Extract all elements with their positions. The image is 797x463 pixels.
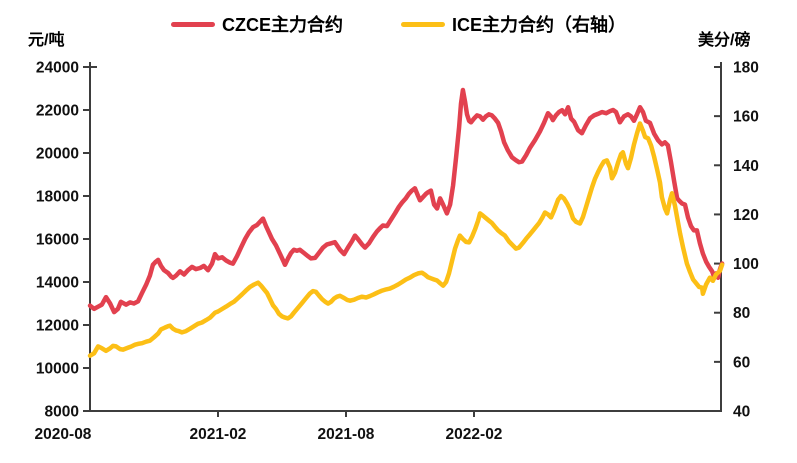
right-axis-tick-label: 100 (733, 256, 759, 273)
ice-series-line (87, 121, 725, 358)
x-axis-tick-label: 2021-02 (190, 426, 247, 443)
right-axis-tick-label: 40 (733, 404, 750, 421)
right-axis-tick-label: 60 (733, 354, 750, 371)
legend-swatch-czce-icon (170, 21, 215, 27)
legend-label-czce: CZCE主力合约 (221, 15, 343, 35)
right-axis-tick-label: 80 (733, 305, 750, 322)
legend: CZCE主力合约 ICE主力合约（右轴） (0, 11, 797, 37)
x-axis-tick-label: 2021-08 (318, 426, 375, 443)
right-axis-tick-label: 160 (733, 109, 759, 126)
right-axis-tick-label: 140 (733, 158, 759, 175)
legend-item-ice: ICE主力合约（右轴） (400, 11, 626, 37)
right-axis-unit-label: 美分/磅 (698, 32, 751, 49)
x-axis-tick-label: 2020-08 (35, 426, 92, 443)
legend-label-ice: ICE主力合约（右轴） (451, 15, 626, 35)
left-axis-tick-label: 8000 (45, 404, 79, 421)
left-axis-unit-label: 元/吨 (28, 32, 65, 49)
left-axis-tick-label: 22000 (36, 103, 79, 120)
left-axis-tick-label: 20000 (36, 146, 79, 163)
x-axis-tick-label: 2022-02 (446, 426, 503, 443)
right-axis-tick-label: 120 (733, 207, 759, 224)
left-axis-tick-label: 18000 (36, 189, 79, 206)
right-axis-tick-label: 180 (733, 60, 759, 77)
legend-item-czce: CZCE主力合约 (170, 11, 343, 37)
left-axis-tick-label: 14000 (36, 275, 79, 292)
czce-series-line (87, 87, 725, 315)
left-axis-tick-label: 12000 (36, 318, 79, 335)
left-axis-tick-label: 10000 (36, 361, 79, 378)
left-axis-tick-label: 16000 (36, 232, 79, 249)
legend-swatch-ice-icon (400, 21, 445, 27)
left-axis-tick-label: 24000 (36, 60, 79, 77)
